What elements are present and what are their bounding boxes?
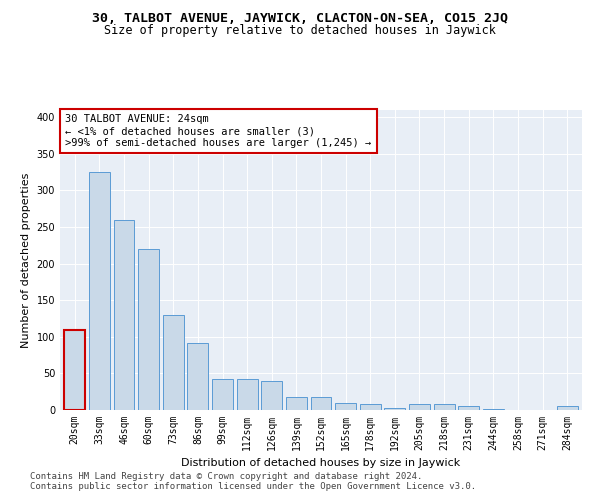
Bar	[483, 408, 504, 410]
Bar	[360, 404, 381, 410]
Bar	[212, 378, 233, 410]
Bar	[557, 406, 578, 410]
Bar	[434, 404, 455, 410]
Text: Contains HM Land Registry data © Crown copyright and database right 2024.: Contains HM Land Registry data © Crown c…	[30, 472, 422, 481]
Bar	[89, 172, 110, 410]
Bar	[385, 408, 406, 410]
Bar	[236, 378, 257, 410]
Bar	[138, 249, 159, 410]
Y-axis label: Number of detached properties: Number of detached properties	[21, 172, 31, 348]
Text: Size of property relative to detached houses in Jaywick: Size of property relative to detached ho…	[104, 24, 496, 37]
X-axis label: Distribution of detached houses by size in Jaywick: Distribution of detached houses by size …	[181, 458, 461, 468]
Text: Contains public sector information licensed under the Open Government Licence v3: Contains public sector information licen…	[30, 482, 476, 491]
Bar	[409, 404, 430, 410]
Bar	[311, 397, 331, 410]
Bar	[261, 380, 282, 410]
Text: 30, TALBOT AVENUE, JAYWICK, CLACTON-ON-SEA, CO15 2JQ: 30, TALBOT AVENUE, JAYWICK, CLACTON-ON-S…	[92, 12, 508, 26]
Bar	[113, 220, 134, 410]
Bar	[187, 342, 208, 410]
Text: 30 TALBOT AVENUE: 24sqm
← <1% of detached houses are smaller (3)
>99% of semi-de: 30 TALBOT AVENUE: 24sqm ← <1% of detache…	[65, 114, 371, 148]
Bar	[286, 397, 307, 410]
Bar	[335, 402, 356, 410]
Bar	[458, 406, 479, 410]
Bar	[64, 330, 85, 410]
Bar	[163, 315, 184, 410]
